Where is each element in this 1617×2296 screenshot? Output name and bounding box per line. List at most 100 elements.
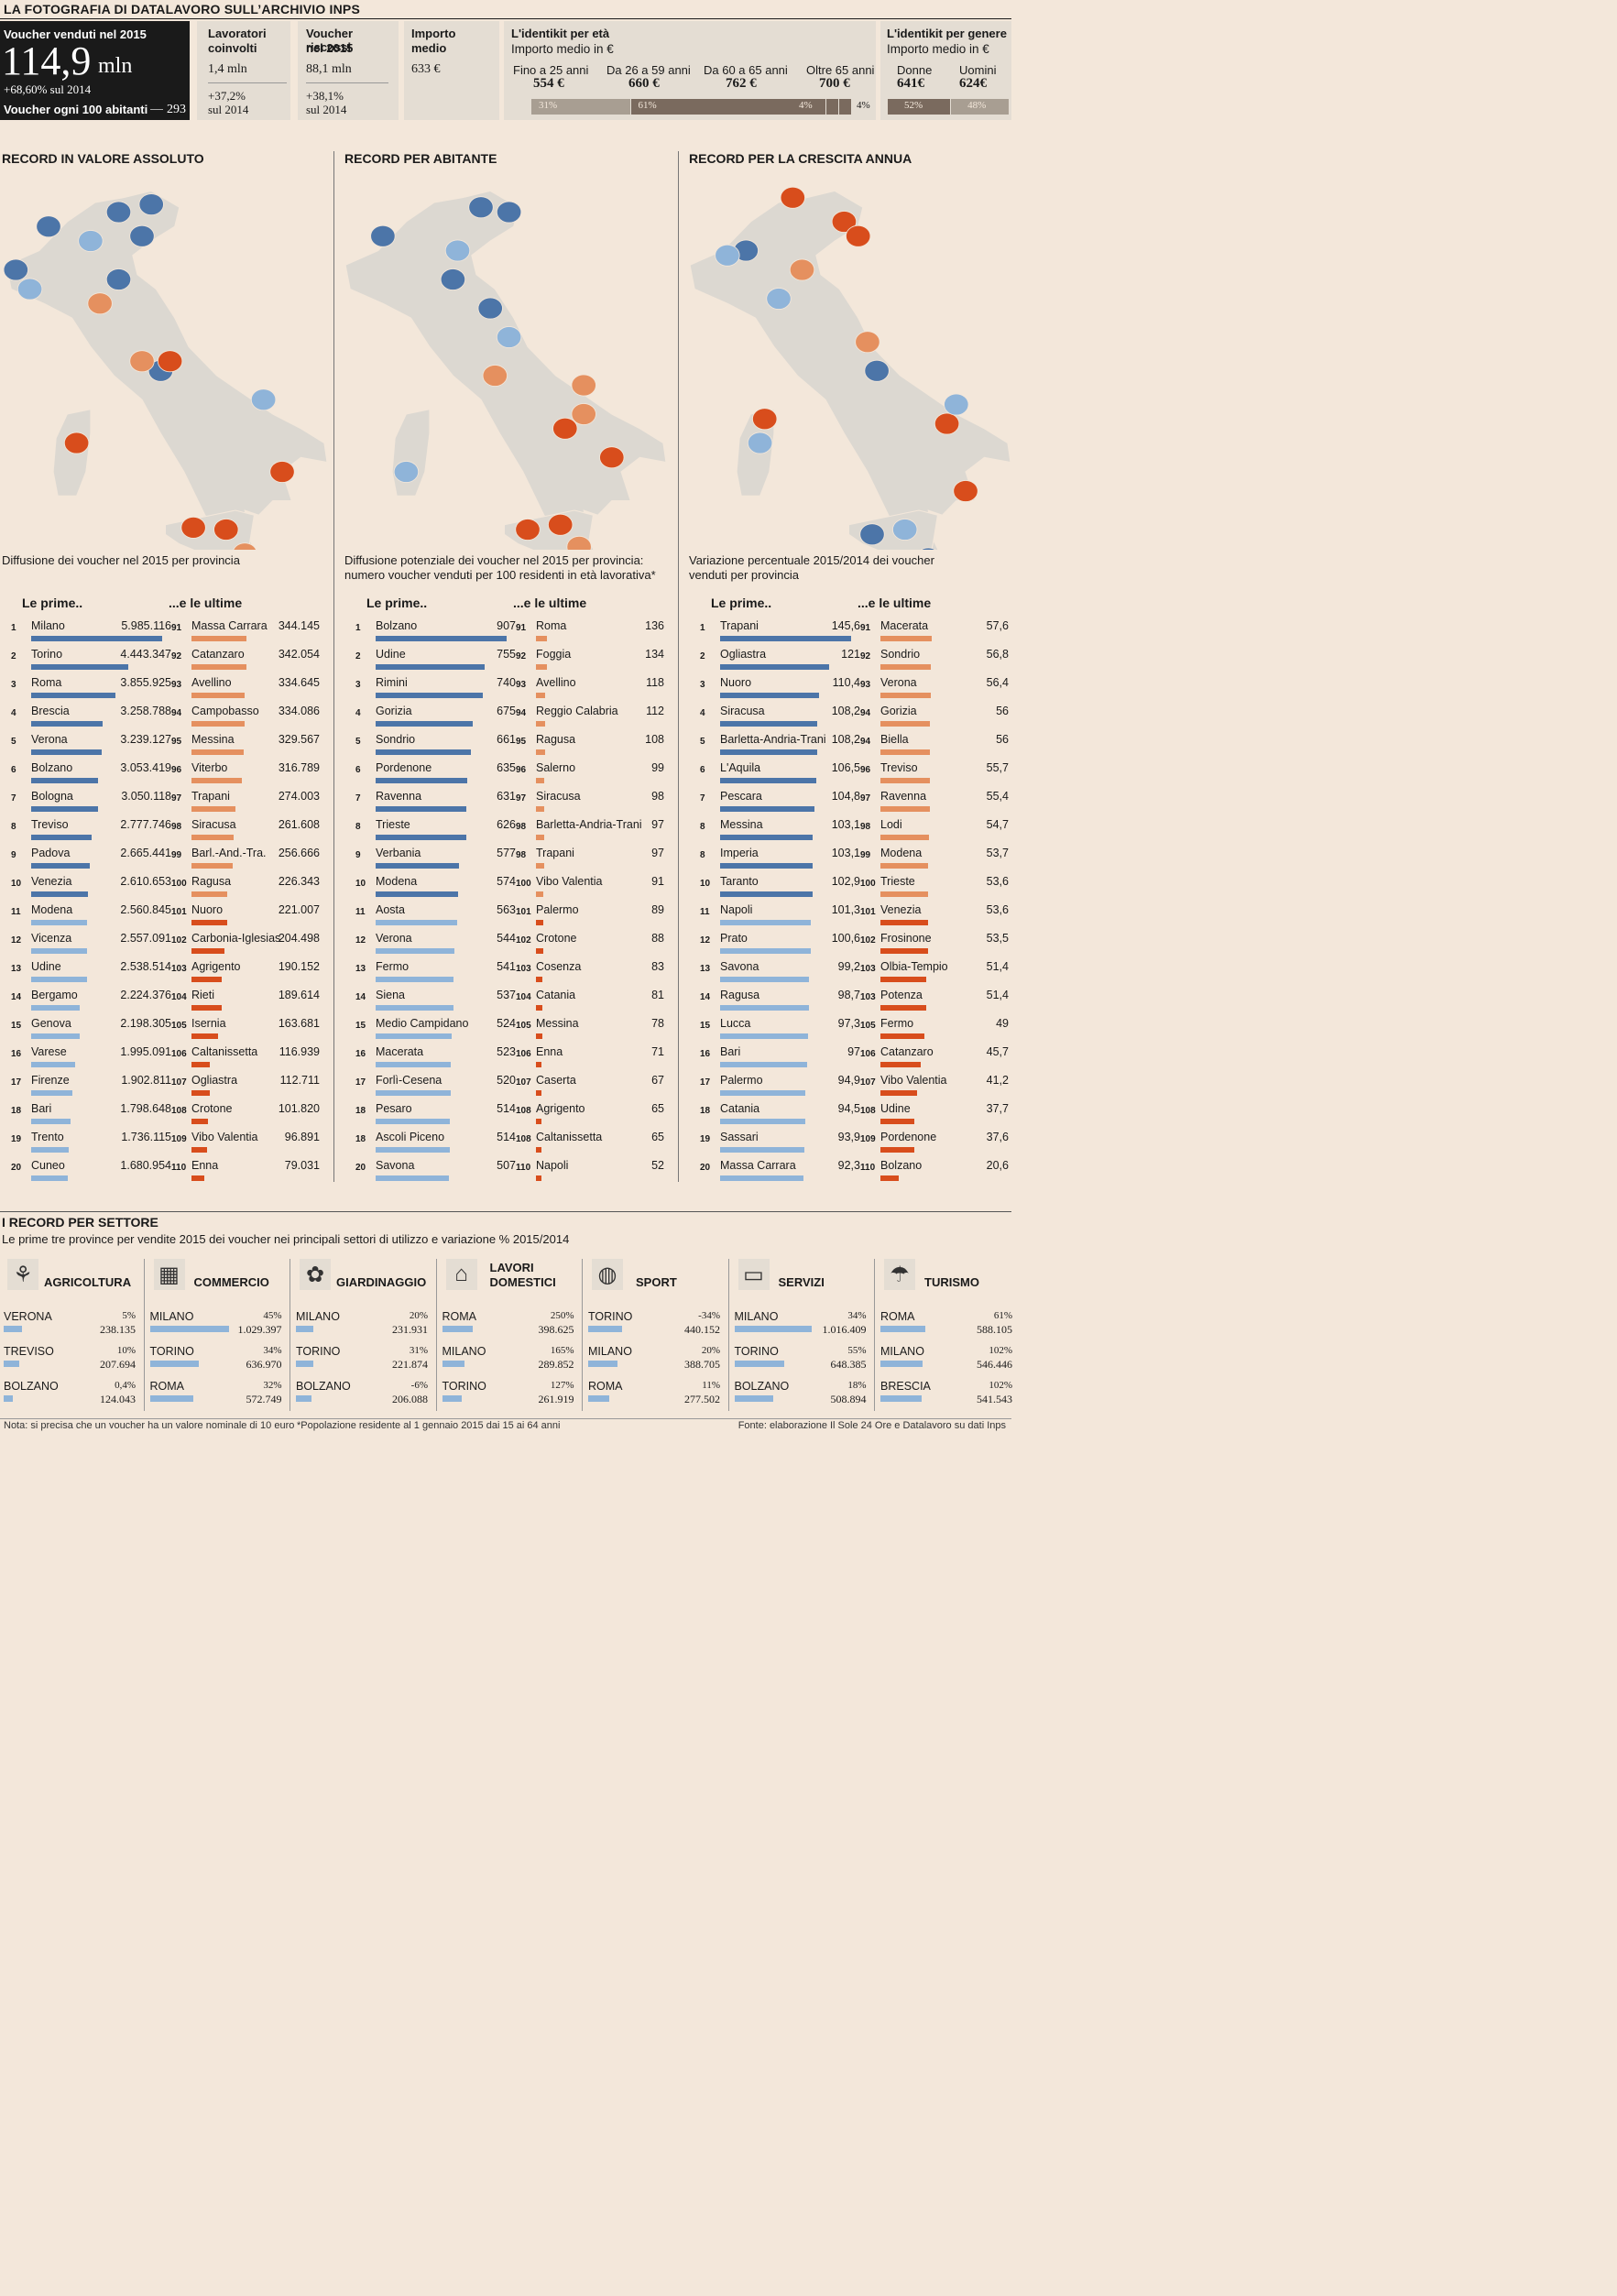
province-value: 577 bbox=[497, 847, 516, 859]
rank-number: 14 bbox=[700, 992, 711, 1002]
age-group-amount: 660 € bbox=[628, 76, 660, 91]
ranking-row-top: 5 Sondrio 661 bbox=[355, 729, 516, 758]
sector-name: SPORT bbox=[636, 1275, 677, 1289]
ranking-row-top: 4 Siracusa 108,2 bbox=[700, 701, 860, 729]
headline-box: Voucher venduti nel 2015 114,9 mln +68,6… bbox=[0, 21, 190, 120]
sector-bar bbox=[734, 1361, 784, 1367]
value-bar bbox=[536, 1033, 542, 1039]
ranking-row-top: 11 Modena 2.560.845 bbox=[11, 900, 171, 928]
plant-icon: ⚘ bbox=[7, 1259, 38, 1290]
value-bar bbox=[31, 806, 98, 812]
value-bar bbox=[191, 863, 233, 869]
ranking-row-bottom: 101 Palermo 89 bbox=[516, 900, 664, 928]
value-bar bbox=[880, 806, 930, 812]
ranking-row-top: 8 Treviso 2.777.746 bbox=[11, 815, 171, 843]
province-value: 316.789 bbox=[278, 761, 320, 774]
sector-rule bbox=[0, 1211, 1011, 1212]
stat-head2: nel 2015 bbox=[306, 41, 354, 55]
age-share-bar bbox=[839, 99, 851, 115]
rank-number: 92 bbox=[860, 651, 871, 661]
sector-row: TREVISO 10% 207.694 bbox=[2, 1343, 139, 1378]
province-value: 51,4 bbox=[986, 960, 1009, 973]
province-region bbox=[855, 331, 880, 354]
province-name: Olbia-Tempio bbox=[880, 960, 948, 973]
rank-number: 100 bbox=[171, 879, 187, 889]
province-name: Bari bbox=[720, 1045, 741, 1058]
ranking-row-bottom: 98 Siracusa 261.608 bbox=[171, 815, 320, 843]
sector-province: BRESCIA bbox=[880, 1380, 931, 1393]
value-bar bbox=[880, 863, 929, 869]
ranking-row-top: 18 Catania 94,5 bbox=[700, 1099, 860, 1127]
footnote-population: *Popolazione residente al 1 gennaio 2015… bbox=[297, 1420, 561, 1431]
value-bar bbox=[376, 948, 454, 954]
age-share-label: 4% bbox=[799, 100, 813, 111]
ranking-row-bottom: 99 Barl.-And.-Tra. 256.666 bbox=[171, 843, 320, 871]
stat-change1: +38,1% bbox=[306, 89, 344, 103]
province-region bbox=[250, 388, 277, 411]
rank-number: 7 bbox=[700, 793, 705, 804]
sector-province: MILANO bbox=[588, 1345, 632, 1358]
province-value: 226.343 bbox=[278, 875, 320, 888]
sector-province: BOLZANO bbox=[296, 1380, 351, 1393]
province-region bbox=[78, 230, 104, 252]
gender-subtitle: Importo medio in € bbox=[887, 42, 989, 56]
province-region bbox=[846, 224, 871, 247]
rank-number: 11 bbox=[355, 907, 366, 917]
ranking-row-top: 2 Udine 755 bbox=[355, 644, 516, 672]
province-value: 3.053.419 bbox=[120, 761, 171, 774]
rank-number: 19 bbox=[700, 1134, 711, 1144]
ranking-row-top: 18 Ascoli Piceno 514 bbox=[355, 1127, 516, 1155]
rank-number: 98 bbox=[171, 822, 182, 832]
sector-province: VERONA bbox=[4, 1310, 52, 1323]
province-name: Verona bbox=[376, 932, 412, 945]
province-value: 99,2 bbox=[837, 960, 860, 973]
value-bar bbox=[31, 721, 103, 727]
value-bar bbox=[376, 891, 459, 897]
sector-value: 648.385 bbox=[830, 1358, 867, 1371]
ranking-row-bottom: 107 Caserta 67 bbox=[516, 1070, 664, 1099]
sector-pct: 61% bbox=[993, 1310, 1012, 1321]
province-value: 574 bbox=[497, 875, 516, 888]
ranking-row-bottom: 92 Sondrio 56,8 bbox=[860, 644, 1009, 672]
province-value: 116.939 bbox=[279, 1045, 320, 1058]
rank-number: 94 bbox=[516, 708, 527, 718]
province-value: 56,4 bbox=[986, 676, 1009, 689]
value-bar bbox=[536, 920, 543, 925]
sector-bar bbox=[442, 1326, 473, 1332]
sector-row: ROMA 32% 572.749 bbox=[148, 1378, 286, 1413]
province-name: Savona bbox=[720, 960, 759, 973]
rank-number: 18 bbox=[355, 1106, 366, 1116]
value-bar bbox=[880, 1033, 924, 1039]
age-share-label: 31% bbox=[539, 100, 558, 111]
value-bar bbox=[191, 948, 224, 954]
rank-number: 106 bbox=[516, 1049, 531, 1059]
province-name: Foggia bbox=[536, 648, 572, 661]
sector-province: TORINO bbox=[734, 1345, 779, 1358]
stat-change2: sul 2014 bbox=[306, 103, 347, 116]
sector-province: ROMA bbox=[442, 1310, 477, 1323]
province-value: 514 bbox=[497, 1131, 516, 1143]
sector-row: MILANO 20% 231.931 bbox=[294, 1308, 432, 1343]
province-name: Imperia bbox=[720, 847, 759, 859]
province-name: Barletta-Andria-Trani bbox=[720, 733, 826, 746]
sector-value: 541.543 bbox=[977, 1393, 1012, 1405]
sector-value: 238.135 bbox=[100, 1323, 136, 1336]
ranking-row-top: 8 Trieste 626 bbox=[355, 815, 516, 843]
rank-number: 9 bbox=[11, 850, 16, 860]
italy-mainland bbox=[689, 190, 1011, 550]
stat-riscossi: Voucher riscossi nel 2015 88,1 mln +38,1… bbox=[298, 21, 399, 120]
rank-number: 91 bbox=[860, 623, 871, 633]
map-absolute bbox=[3, 190, 328, 550]
rank-number: 14 bbox=[11, 992, 22, 1002]
province-value: 81 bbox=[651, 989, 664, 1001]
ranking-row-bottom: 103 Potenza 51,4 bbox=[860, 985, 1009, 1013]
ranking-row-bottom: 109 Vibo Valentia 96.891 bbox=[171, 1127, 320, 1155]
sector-value: 206.088 bbox=[392, 1393, 428, 1405]
sector-title: I RECORD PER SETTORE bbox=[2, 1215, 158, 1230]
value-bar bbox=[536, 1175, 541, 1181]
province-value: 101,3 bbox=[831, 903, 860, 916]
rank-number: 101 bbox=[860, 907, 876, 917]
value-bar bbox=[880, 891, 929, 897]
sector-pct: 11% bbox=[702, 1380, 720, 1391]
province-value: 334.086 bbox=[278, 705, 320, 717]
